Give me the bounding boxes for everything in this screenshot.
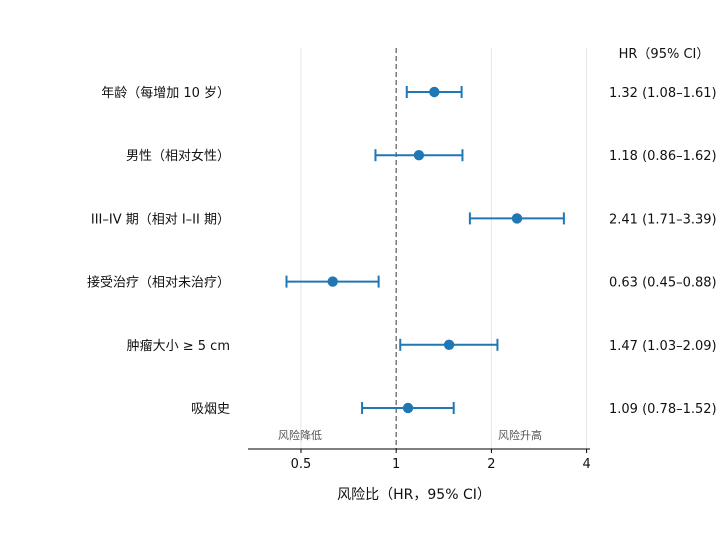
forest-row: 年龄（每增加 10 岁） 1.32 (1.08–1.61) xyxy=(101,85,716,101)
hr-ci-value: 0.63 (0.45–0.88) xyxy=(609,276,717,291)
x-tick-label: 4 xyxy=(582,457,590,472)
forest-row: 吸烟史 1.09 (0.78–1.52) xyxy=(191,402,717,417)
grid-lines xyxy=(300,48,588,449)
hr-point xyxy=(443,339,455,350)
row-label: 年龄（每增加 10 岁） xyxy=(101,85,230,101)
hr-point xyxy=(327,276,338,287)
hr-ci-value: 1.47 (1.03–2.09) xyxy=(609,339,717,354)
region-label-left: 风险降低 xyxy=(278,428,322,442)
x-axis: 0.5 1 2 4 xyxy=(248,448,591,472)
forest-row: III–IV 期（相对 I–II 期） 2.41 (1.71–3.39) xyxy=(91,212,717,227)
x-tick-label: 0.5 xyxy=(291,457,312,472)
row-label: 肿瘤大小 ≥ 5 cm xyxy=(127,338,230,354)
hr-ci-value: 2.41 (1.71–3.39) xyxy=(609,212,717,227)
hr-point xyxy=(511,213,523,224)
hr-ci-value: 1.09 (0.78–1.52) xyxy=(609,402,717,417)
forest-row: 男性（相对女性） 1.18 (0.86–1.62) xyxy=(126,148,717,164)
hr-ci-value: 1.18 (0.86–1.62) xyxy=(609,149,717,164)
row-label: III–IV 期（相对 I–II 期） xyxy=(91,212,230,227)
hr-point xyxy=(429,86,440,98)
hr-ci-value: 1.32 (1.08–1.61) xyxy=(609,86,717,101)
region-label-right: 风险升高 xyxy=(498,428,542,442)
hr-point xyxy=(402,402,414,414)
forest-row: 肿瘤大小 ≥ 5 cm 1.47 (1.03–2.09) xyxy=(127,338,717,354)
x-axis-ticks: 0.5 1 2 4 xyxy=(291,449,591,472)
x-axis-label: 风险比（HR，95% CI） xyxy=(337,487,491,503)
forest-rows: 年龄（每增加 10 岁） 1.32 (1.08–1.61) 男性（相对女性） 1.18… xyxy=(87,85,717,417)
hr-point xyxy=(413,150,425,161)
column-header: HR（95% CI） xyxy=(619,47,710,62)
row-label: 吸烟史 xyxy=(191,402,230,417)
x-tick-label: 2 xyxy=(487,457,495,472)
x-tick-label: 1 xyxy=(392,457,400,472)
row-label: 接受治疗（相对未治疗） xyxy=(87,275,230,291)
forest-row: 接受治疗（相对未治疗） 0.63 (0.45–0.88) xyxy=(87,275,717,291)
row-label: 男性（相对女性） xyxy=(126,148,230,164)
